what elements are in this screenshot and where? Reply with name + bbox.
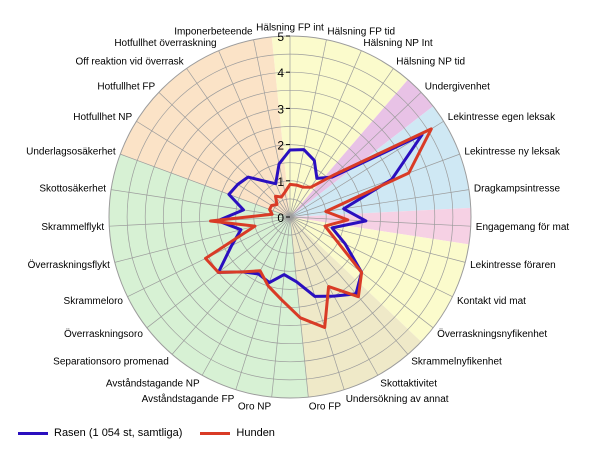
category-label-17: Avståndstagande FP bbox=[142, 393, 235, 405]
tick-label-2: 2 bbox=[277, 139, 284, 153]
category-label-9: Lekintresse föraren bbox=[470, 260, 556, 271]
sector-7 bbox=[120, 36, 290, 218]
category-label-28: Off reaktion vid överrask bbox=[75, 57, 184, 68]
tick-label-5: 5 bbox=[277, 30, 284, 44]
grid-spoke bbox=[114, 216, 291, 263]
category-label-30: Imponerbeteende bbox=[174, 26, 253, 37]
grid-spoke bbox=[289, 153, 460, 218]
grid-spoke bbox=[136, 120, 291, 218]
category-label-21: Skrammeloro bbox=[64, 296, 124, 307]
legend-label-hunden: Hunden bbox=[236, 427, 275, 439]
radar-grid bbox=[108, 35, 472, 399]
legend-item-rasen: Rasen (1 054 st, samtliga) bbox=[18, 427, 182, 439]
grid-spoke bbox=[289, 216, 409, 355]
category-label-5: Lekintresse egen leksak bbox=[448, 112, 556, 123]
grid-spoke bbox=[201, 216, 291, 376]
category-label-8: Engagemang för mat bbox=[476, 222, 570, 233]
grid-spoke bbox=[158, 92, 291, 218]
category-label-26: Hotfullhet NP bbox=[73, 112, 132, 123]
category-label-7: Dragkampsintresse bbox=[474, 184, 561, 195]
tick-label-0: 0 bbox=[277, 211, 284, 225]
category-label-13: Skottaktivitet bbox=[380, 379, 437, 390]
category-label-24: Skottosäkerhet bbox=[39, 184, 106, 195]
radial-tick-labels: 0 1 2 3 4 5 bbox=[277, 30, 284, 225]
category-label-1: Hälsning FP tid bbox=[327, 26, 395, 37]
category-label-11: Överraskningsnyfikenhet bbox=[437, 328, 547, 340]
legend-swatch-hunden bbox=[200, 431, 231, 435]
category-label-16: Oro NP bbox=[238, 402, 272, 413]
grid-spoke bbox=[289, 189, 469, 218]
grid-spoke bbox=[218, 50, 291, 218]
category-label-6: Lekintresse ny leksak bbox=[464, 147, 561, 158]
grid-spoke bbox=[111, 189, 291, 218]
category-label-15: Oro FP bbox=[309, 402, 342, 413]
category-label-19: Separationsoro promenad bbox=[53, 357, 169, 368]
category-label-29: Hotfullhet överraskning bbox=[114, 38, 216, 49]
grid-spoke bbox=[289, 68, 394, 218]
category-label-12: Skrammelnyfikenhet bbox=[411, 357, 502, 368]
category-label-2: Hälsning NP Int bbox=[363, 38, 433, 49]
grid-spoke bbox=[289, 216, 345, 390]
grid-spoke bbox=[289, 216, 471, 227]
series-line-1 bbox=[204, 127, 433, 329]
category-label-18: Avståndstagande NP bbox=[106, 378, 200, 390]
legend-item-hunden: Hunden bbox=[200, 427, 275, 439]
tick-label-3: 3 bbox=[277, 102, 284, 116]
grid-spoke bbox=[289, 216, 309, 398]
tick-label-1: 1 bbox=[277, 175, 284, 189]
grid-spoke bbox=[289, 50, 362, 218]
grid-spoke bbox=[289, 216, 453, 298]
grid-spoke bbox=[109, 216, 291, 227]
category-label-27: Hotfullhet FP bbox=[97, 82, 155, 93]
category-label-25: Underlagsosäkerhet bbox=[26, 147, 116, 158]
tick-label-4: 4 bbox=[277, 66, 284, 80]
category-label-3: Hälsning NP tid bbox=[396, 57, 465, 68]
category-label-10: Kontakt vid mat bbox=[457, 296, 526, 307]
category-label-22: Överraskningsflykt bbox=[28, 259, 110, 271]
grid-spoke bbox=[171, 216, 291, 355]
category-label-14: Undersökning av annat bbox=[346, 394, 449, 405]
legend: Rasen (1 054 st, samtliga) Hunden bbox=[18, 427, 293, 439]
grid-spoke bbox=[235, 216, 291, 390]
grid-spoke bbox=[271, 216, 291, 398]
category-label-4: Undergivenhet bbox=[425, 82, 490, 93]
legend-swatch-rasen bbox=[18, 431, 48, 435]
sector-3 bbox=[290, 207, 472, 245]
grid-spoke bbox=[120, 153, 291, 218]
category-label-0: Hälsning FP int bbox=[256, 23, 324, 34]
category-label-23: Skrammelflykt bbox=[41, 222, 104, 233]
series-lines bbox=[204, 127, 433, 329]
sector-2 bbox=[290, 106, 471, 217]
category-label-20: Överraskningsoro bbox=[64, 328, 143, 340]
grid-spoke bbox=[289, 39, 327, 218]
grid-spoke bbox=[289, 216, 466, 263]
grid-spoke bbox=[253, 39, 291, 218]
series-line-0 bbox=[216, 133, 424, 298]
grid-spoke bbox=[186, 68, 291, 218]
sector-0 bbox=[271, 35, 408, 217]
legend-label-rasen: Rasen (1 054 st, samtliga) bbox=[54, 427, 183, 439]
sector-5 bbox=[290, 217, 422, 398]
grid-spoke bbox=[289, 92, 422, 218]
